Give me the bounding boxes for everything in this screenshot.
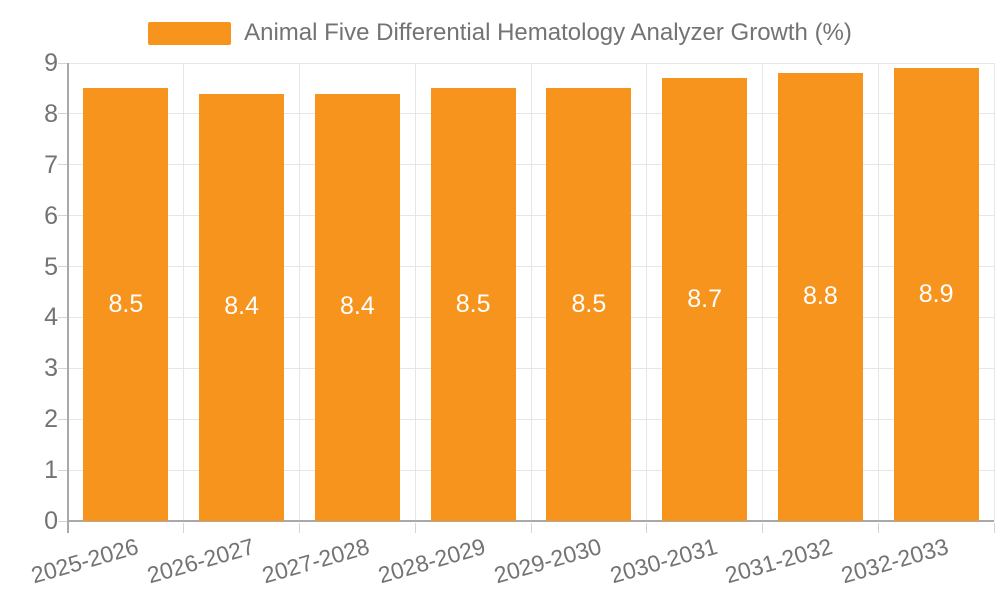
bar[interactable] — [314, 93, 400, 521]
y-tick-label: 6 — [44, 201, 58, 230]
bar[interactable] — [430, 88, 516, 521]
v-gridline — [414, 63, 416, 521]
y-axis-line — [67, 63, 69, 533]
bar-value-label: 8.4 — [339, 292, 375, 321]
x-axis-tick — [183, 523, 185, 533]
bar[interactable] — [777, 73, 863, 521]
x-tick-label: 2030-2031 — [606, 533, 720, 589]
x-tick-label: 2026-2027 — [143, 533, 257, 589]
y-axis-tick — [58, 469, 68, 471]
bar-value-label: 8.4 — [224, 292, 259, 321]
y-axis-tick — [58, 520, 68, 522]
x-tick-label: 2027-2028 — [259, 533, 373, 589]
x-axis-tick — [877, 523, 879, 533]
y-axis-tick — [58, 62, 68, 64]
y-tick-label: 0 — [44, 507, 58, 535]
x-tick-label: 2025-2026 — [28, 533, 142, 589]
bar[interactable] — [662, 78, 748, 521]
bar-value-label: 8.5 — [455, 289, 491, 318]
v-gridline — [877, 63, 879, 521]
y-tick-label: 1 — [44, 456, 58, 485]
bar-value-label: 8.5 — [571, 289, 607, 318]
y-axis-tick — [58, 316, 68, 318]
x-tick-label: 2032-2033 — [838, 533, 952, 589]
bar[interactable] — [546, 88, 632, 521]
y-tick-label: 3 — [44, 354, 58, 383]
y-tick-label: 7 — [44, 150, 58, 179]
bar-value-label: 8.7 — [687, 284, 722, 313]
x-axis-line — [68, 520, 994, 522]
x-axis-tick — [646, 523, 648, 533]
bar[interactable] — [893, 68, 979, 521]
legend-label: Animal Five Differential Hematology Anal… — [244, 19, 852, 46]
x-tick-label: 2028-2029 — [375, 533, 489, 589]
legend-item[interactable]: Animal Five Differential Hematology Anal… — [0, 19, 1000, 48]
x-axis-tick — [993, 523, 995, 533]
y-axis-tick — [58, 266, 68, 268]
v-gridline — [299, 63, 300, 521]
v-gridline — [762, 63, 763, 521]
v-gridline — [646, 63, 648, 521]
y-tick-label: 4 — [44, 303, 58, 332]
bar[interactable] — [199, 93, 285, 521]
x-axis-tick — [762, 523, 763, 533]
v-gridline — [993, 63, 995, 521]
bar-value-label: 8.5 — [108, 289, 144, 318]
y-axis-tick — [58, 164, 68, 166]
x-tick-label: 2031-2032 — [722, 533, 836, 589]
y-axis-tick — [58, 418, 68, 420]
y-axis-tick — [58, 113, 68, 115]
y-tick-label: 2 — [44, 405, 58, 434]
y-axis-tick — [58, 215, 68, 217]
x-axis-tick — [530, 523, 532, 533]
legend-swatch — [148, 21, 232, 45]
bar[interactable] — [83, 88, 169, 521]
y-tick-label: 8 — [44, 99, 58, 128]
y-tick-label: 5 — [44, 252, 58, 281]
bar-value-label: 8.9 — [918, 279, 954, 308]
y-tick-label: 9 — [44, 49, 58, 77]
x-axis-tick — [299, 523, 300, 533]
bar-value-label: 8.8 — [802, 282, 838, 311]
x-tick-label: 2029-2030 — [491, 533, 605, 589]
x-axis-tick — [414, 523, 416, 533]
v-gridline — [530, 63, 532, 521]
v-gridline — [183, 63, 185, 521]
y-axis-tick — [58, 367, 68, 369]
